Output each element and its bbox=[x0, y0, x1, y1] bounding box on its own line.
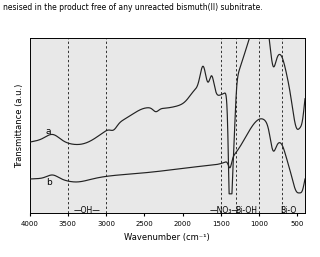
Text: Bi-OH: Bi-OH bbox=[235, 206, 257, 215]
Text: —NO₃—: —NO₃— bbox=[210, 206, 240, 215]
X-axis label: Wavenumber (cm⁻¹): Wavenumber (cm⁻¹) bbox=[124, 233, 210, 242]
Text: b: b bbox=[46, 178, 52, 187]
Text: Bi-O: Bi-O bbox=[280, 206, 296, 215]
Y-axis label: Transmittance (a.u.): Transmittance (a.u.) bbox=[15, 84, 24, 168]
Text: a: a bbox=[46, 127, 52, 136]
Text: nesised in the product free of any unreacted bismuth(II) subnitrate.: nesised in the product free of any unrea… bbox=[3, 3, 263, 12]
Text: —OH—: —OH— bbox=[74, 206, 100, 215]
